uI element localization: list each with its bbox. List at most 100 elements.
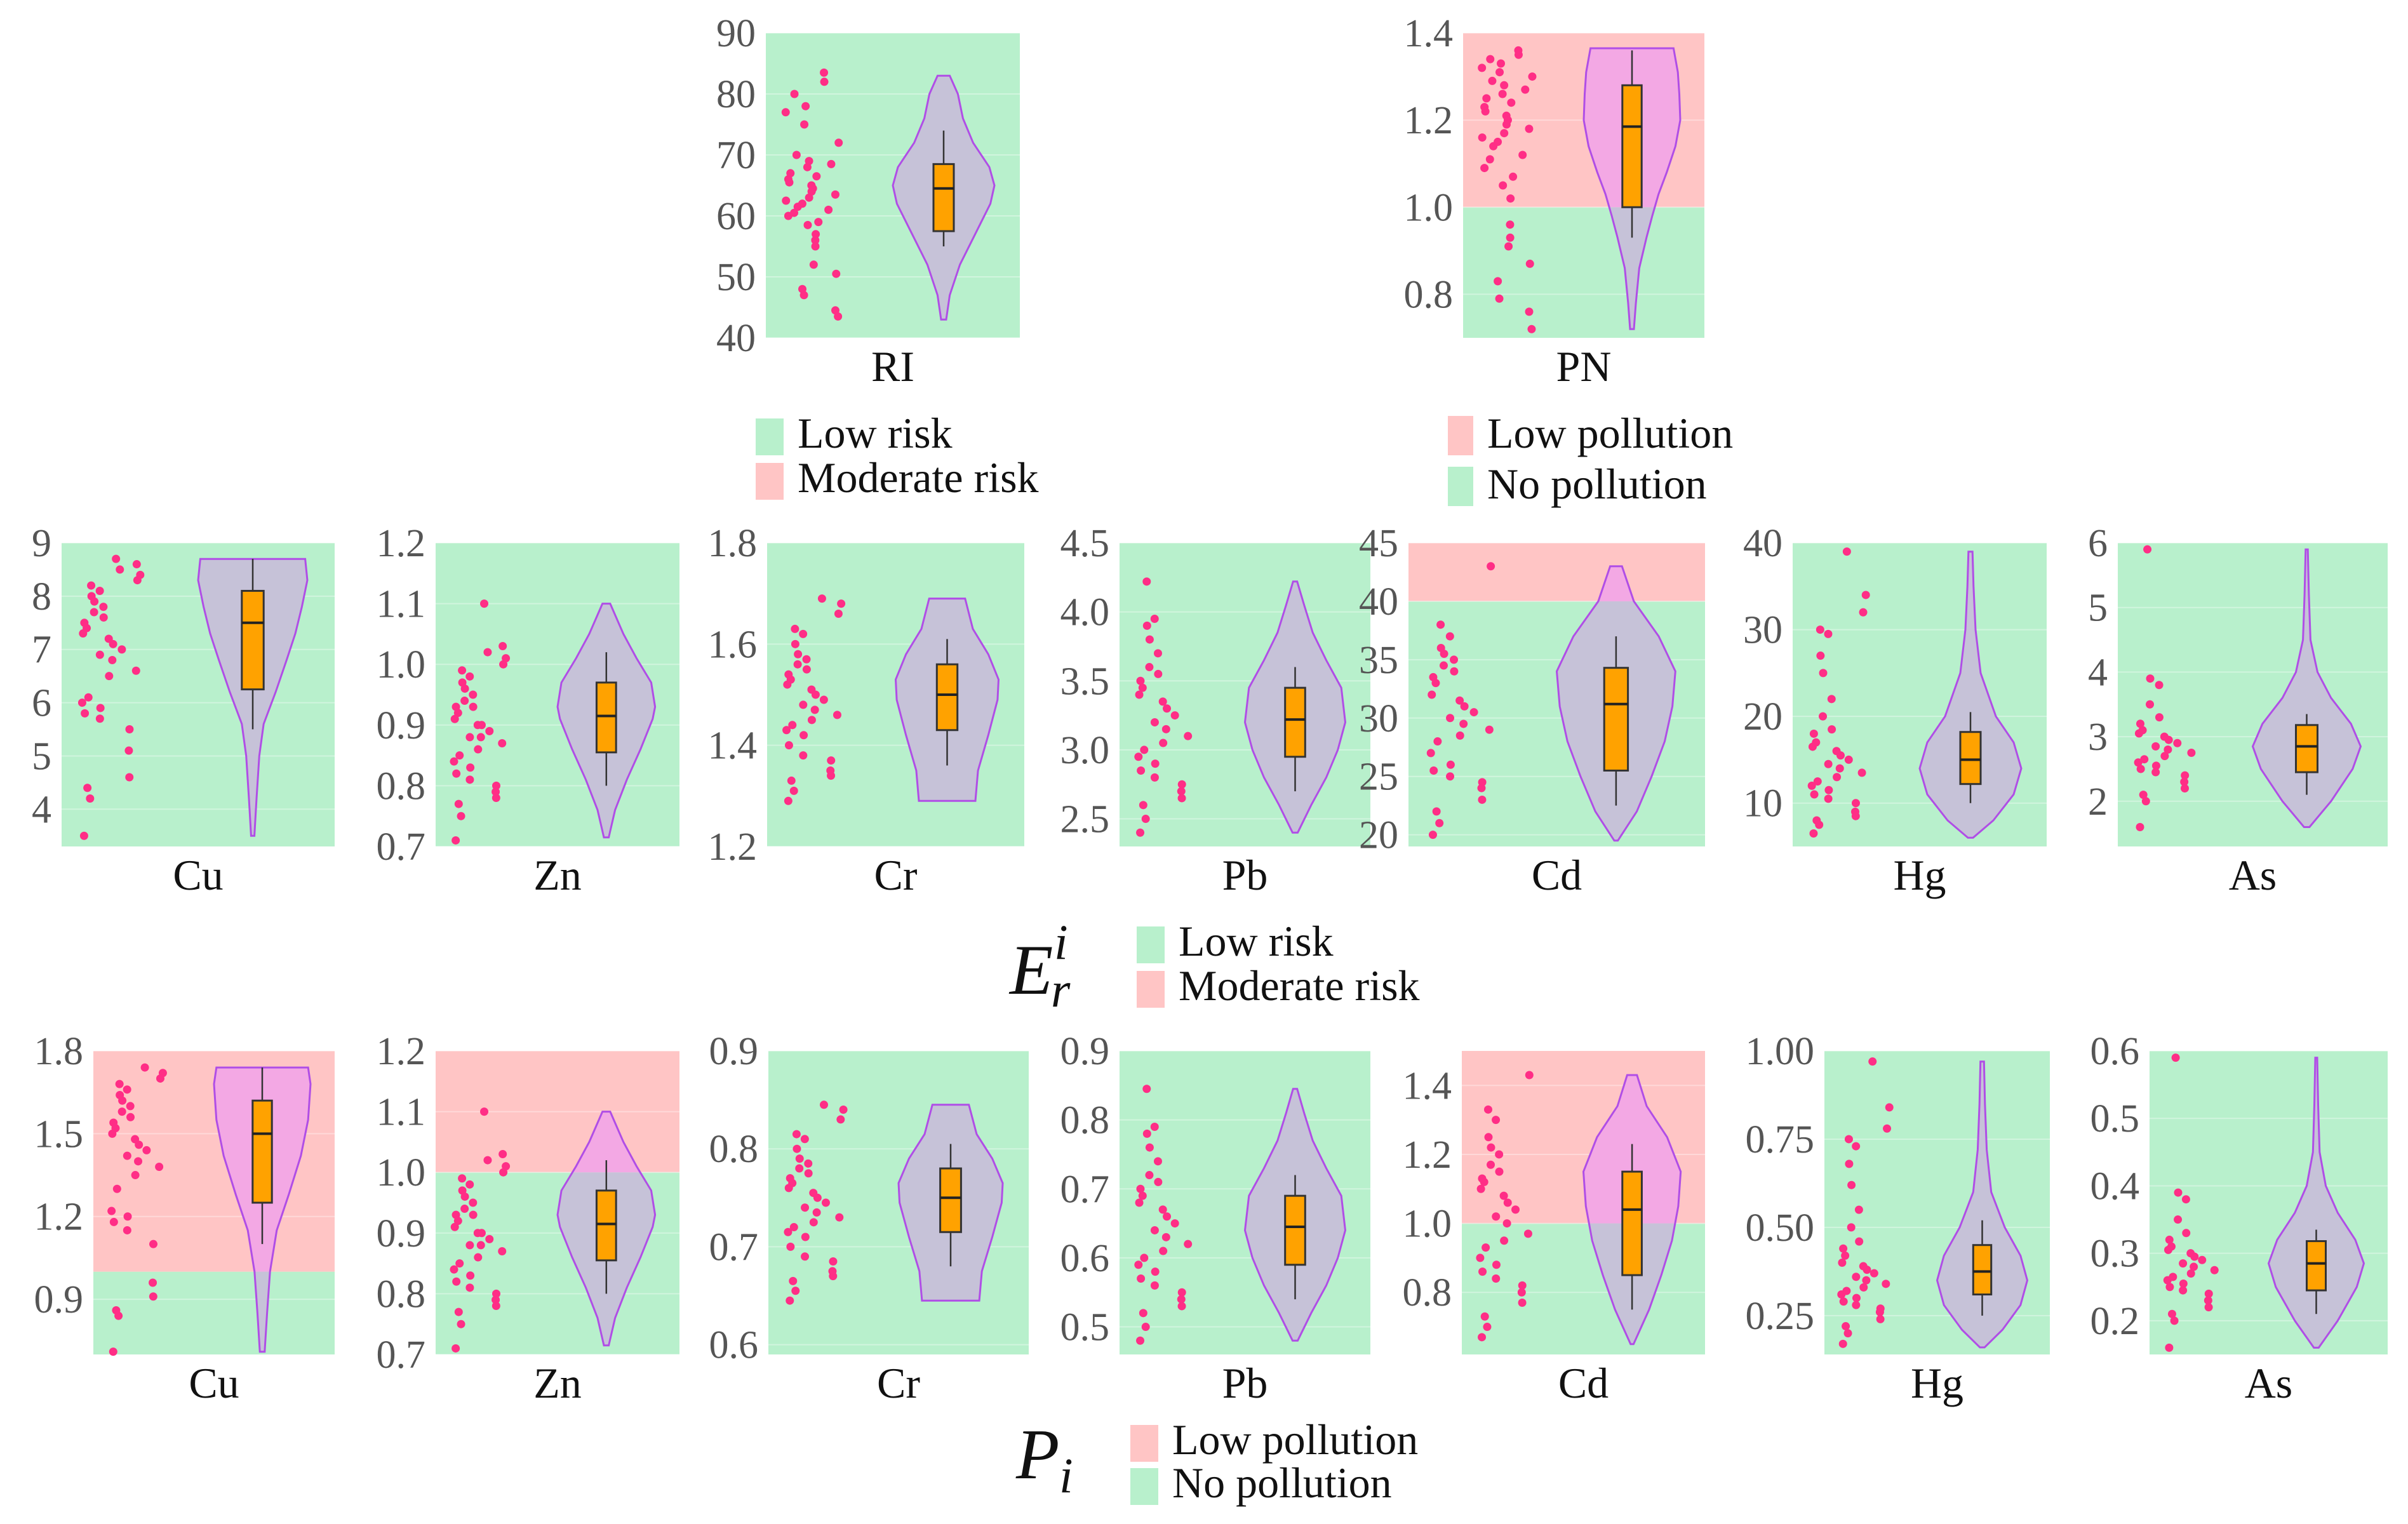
y-tick-label: 0.6 <box>1060 1237 1110 1280</box>
data-point <box>149 1292 157 1301</box>
data-point <box>804 1169 813 1178</box>
data-point <box>1521 85 1530 94</box>
data-point <box>1436 620 1445 629</box>
data-point <box>826 766 835 775</box>
legend-label: Low pollution <box>1487 409 1733 457</box>
box-iqr <box>1621 1170 1643 1276</box>
data-point <box>457 812 465 820</box>
y-tick-label: 5 <box>2088 587 2108 630</box>
data-point <box>1870 1269 1878 1278</box>
data-point <box>99 603 108 612</box>
data-point <box>1478 64 1487 72</box>
data-point <box>109 1217 118 1226</box>
data-point <box>1455 696 1464 705</box>
data-point <box>1503 1198 1512 1207</box>
y-tick-label: 10 <box>1743 782 1783 826</box>
panel-er-zn: 0.7 0.8 0.9 1.0 1.1 1.2 Zn <box>377 522 679 899</box>
data-point <box>1161 725 1170 733</box>
data-point <box>455 1259 464 1268</box>
data-point <box>2170 1316 2179 1325</box>
data-point <box>2151 742 2160 751</box>
data-point <box>2143 545 2152 554</box>
data-point <box>483 1156 492 1165</box>
data-point <box>809 1189 818 1198</box>
data-point <box>1499 1191 1508 1200</box>
data-point <box>1482 1243 1490 1252</box>
data-point <box>1137 1274 1146 1283</box>
data-point <box>1824 759 1833 768</box>
data-point <box>1845 1160 1854 1168</box>
y-tick-label: 4 <box>32 788 51 831</box>
data-point <box>1150 615 1159 623</box>
data-point <box>2181 1195 2190 1204</box>
data-point <box>2165 1343 2174 1352</box>
data-point <box>1480 1312 1489 1321</box>
data-point <box>2179 1286 2188 1295</box>
box-iqr <box>595 681 617 754</box>
data-point <box>466 1271 475 1280</box>
data-point <box>1528 72 1537 81</box>
symbol-sup: i <box>1054 914 1068 970</box>
data-point <box>450 757 458 766</box>
data-point <box>136 570 145 579</box>
data-point <box>1504 242 1513 251</box>
data-point <box>142 1146 151 1154</box>
data-point <box>109 1118 118 1127</box>
data-point <box>2160 752 2169 761</box>
data-point <box>792 150 801 159</box>
data-point <box>1460 702 1469 711</box>
data-point <box>117 645 126 654</box>
legend-label: No pollution <box>1172 1459 1392 1507</box>
data-point <box>458 678 467 687</box>
data-point <box>1839 1297 1848 1306</box>
y-tick-label: 0.7 <box>377 826 426 869</box>
y-tick-label: 60 <box>716 195 756 238</box>
y-tick-label: 25 <box>1359 756 1398 799</box>
violin-outline <box>1243 580 1347 834</box>
data-point <box>1500 129 1509 138</box>
data-point <box>492 781 500 790</box>
data-point <box>492 1302 500 1311</box>
y-tick-label: 4.5 <box>1060 522 1110 565</box>
data-point <box>1500 81 1509 90</box>
data-point <box>452 1277 461 1286</box>
box-iqr <box>2295 724 2318 773</box>
data-point <box>2164 745 2172 754</box>
data-point <box>1824 785 1833 794</box>
data-point <box>798 199 806 208</box>
data-point <box>1177 794 1186 803</box>
data-point <box>2167 1309 2176 1318</box>
data-point <box>793 1144 801 1153</box>
data-point <box>1139 1309 1147 1318</box>
data-point <box>1485 155 1494 164</box>
data-point <box>87 592 96 601</box>
y-tick-label: 0.3 <box>2090 1233 2140 1276</box>
panel-pi-cd: 0.8 1.0 1.2 1.4 Cd <box>1403 1051 1705 1407</box>
data-point <box>452 702 460 711</box>
y-tick-label: 50 <box>716 256 756 299</box>
data-point <box>498 1150 507 1159</box>
data-point <box>460 1205 469 1213</box>
box-iqr <box>935 663 959 732</box>
data-point <box>1163 1212 1172 1221</box>
data-point <box>466 763 475 772</box>
panel-pi-cr: 0.6 0.7 0.8 0.9 Cr <box>709 1030 1029 1407</box>
data-point <box>95 586 104 595</box>
data-point <box>83 784 92 792</box>
box-iqr <box>251 1099 273 1204</box>
box-iqr <box>595 1189 617 1262</box>
y-tick-label: 0.9 <box>377 704 426 747</box>
data-point <box>1177 780 1186 789</box>
data-point <box>80 618 89 627</box>
data-point <box>2204 1296 2212 1305</box>
data-point <box>465 733 474 742</box>
y-tick-label: 40 <box>1359 580 1398 624</box>
data-point <box>1177 1288 1186 1297</box>
y-tick-label: 0.8 <box>377 1273 426 1316</box>
data-point <box>812 1208 821 1217</box>
data-point <box>798 284 806 293</box>
y-tick-label: 3 <box>2088 716 2108 759</box>
data-point <box>834 610 843 618</box>
y-tick-label: 0.9 <box>377 1212 426 1255</box>
box-iqr <box>1621 84 1643 208</box>
